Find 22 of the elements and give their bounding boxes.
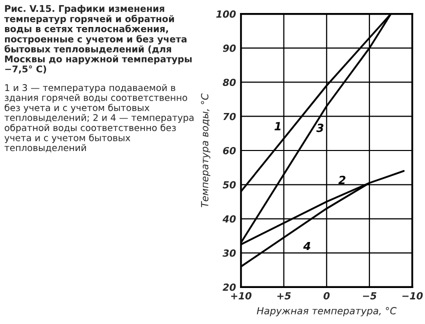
x-tick-label: −10 bbox=[402, 292, 423, 300]
y-tick-label: 50 bbox=[222, 181, 236, 188]
y-tick-label: 20 bbox=[222, 284, 236, 291]
y-tick-label: 60 bbox=[223, 146, 236, 154]
x-tick-label: +10 bbox=[231, 292, 252, 300]
series-label: 2 bbox=[338, 176, 346, 184]
x-tick-label: −5 bbox=[363, 292, 376, 300]
y-tick-label: 30 bbox=[222, 249, 236, 257]
series-label: 3 bbox=[316, 124, 324, 132]
y-tick-label: 40 bbox=[222, 215, 236, 223]
y-axis-title: Температура воды, °C bbox=[201, 93, 210, 208]
y-tick-label: 100 bbox=[216, 10, 236, 18]
series-label: 1 bbox=[274, 122, 280, 130]
y-tick-label: 80 bbox=[222, 78, 236, 86]
text: 1 и 3 — температура подаваемой в здания горячей воды соответственно без учета и с учетом бытовых тепловыделений; 2 и 4 — температура обратной воды соответственно без учета и с учетом бытовых тепловыделений bbox=[4, 84, 194, 152]
x-tick-label: 0 bbox=[324, 292, 330, 300]
y-tick-label: 90 bbox=[222, 44, 236, 52]
text: Рис. V.15. Графики изменения температур горячей и обратной воды в сетях теплоснабжения, построенные с учетом и без учета бытовых тепловыделений (для Москвы до наружной температуры −7,5° C) bbox=[4, 4, 192, 74]
y-tick-label: 70 bbox=[223, 112, 236, 120]
x-tick-label: +5 bbox=[277, 292, 291, 300]
series-label: 4 bbox=[303, 242, 310, 250]
x-axis-title: Наружная температура, °C bbox=[256, 307, 397, 316]
